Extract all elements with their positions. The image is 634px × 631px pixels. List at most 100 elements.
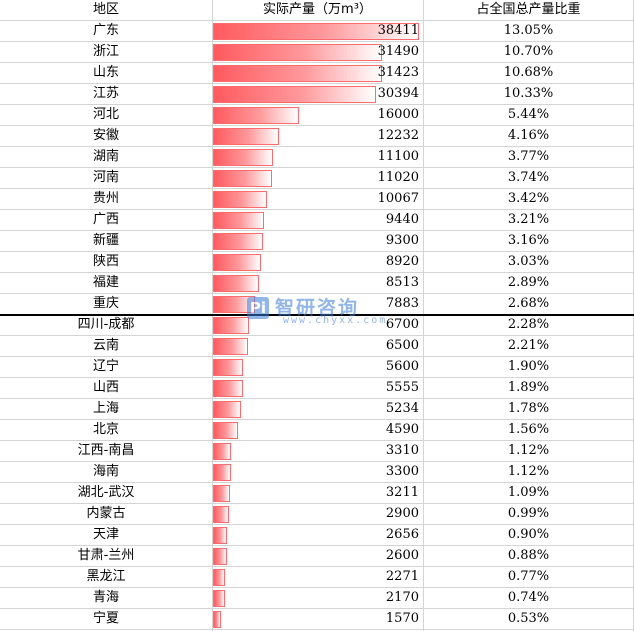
output-value-cell: 11020 xyxy=(377,170,419,185)
region-cell: 江苏 xyxy=(92,86,119,101)
output-value-cell: 9300 xyxy=(385,233,419,248)
grid-line-horizontal xyxy=(0,545,634,546)
share-cell: 3.42% xyxy=(507,191,550,206)
output-bar xyxy=(213,569,225,586)
region-cell: 贵州 xyxy=(92,191,119,206)
output-bar xyxy=(213,464,231,481)
share-cell: 4.16% xyxy=(507,128,550,143)
grid-line-horizontal xyxy=(0,587,634,588)
output-bar xyxy=(213,275,259,292)
share-cell: 2.28% xyxy=(507,317,550,332)
grid-line-horizontal xyxy=(0,524,634,525)
output-bar xyxy=(213,107,299,124)
share-cell: 10.68% xyxy=(503,65,554,80)
output-bar xyxy=(213,338,248,355)
output-value-cell: 11100 xyxy=(377,149,419,164)
grid-line-horizontal xyxy=(0,272,634,273)
output-bar xyxy=(213,254,261,271)
grid-line-horizontal xyxy=(0,41,634,42)
region-cell: 宁夏 xyxy=(92,611,119,626)
grid-line-horizontal xyxy=(0,377,634,378)
output-value-cell: 30394 xyxy=(377,86,419,101)
output-value-cell: 38411 xyxy=(377,23,419,38)
share-cell: 3.16% xyxy=(507,233,550,248)
output-value-cell: 2656 xyxy=(385,527,419,542)
output-bar xyxy=(213,149,273,166)
region-cell: 浙江 xyxy=(92,44,119,59)
output-value-cell: 5234 xyxy=(385,401,419,416)
region-cell: 河南 xyxy=(92,170,119,185)
grid-line-horizontal xyxy=(0,629,634,630)
share-cell: 3.21% xyxy=(507,212,550,227)
output-value-cell: 31490 xyxy=(377,44,419,59)
region-cell: 湖南 xyxy=(92,149,119,164)
output-value-cell: 8920 xyxy=(385,254,419,269)
region-cell: 陕西 xyxy=(92,254,119,269)
grid-line-horizontal xyxy=(0,83,634,84)
region-cell: 辽宁 xyxy=(92,359,119,374)
region-cell: 重庆 xyxy=(92,296,119,311)
grid-line-horizontal xyxy=(0,503,634,504)
region-cell: 山西 xyxy=(92,380,119,395)
share-cell: 3.77% xyxy=(507,149,550,164)
region-cell: 北京 xyxy=(92,422,119,437)
output-value-cell: 8513 xyxy=(385,275,419,290)
region-cell: 福建 xyxy=(92,275,119,290)
share-cell: 1.78% xyxy=(507,401,550,416)
grid-line-horizontal xyxy=(0,188,634,189)
output-value-cell: 10067 xyxy=(377,191,419,206)
share-cell: 0.88% xyxy=(507,548,550,563)
header-region: 地区 xyxy=(92,2,119,17)
grid-line-horizontal xyxy=(0,482,634,483)
share-cell: 10.33% xyxy=(503,86,554,101)
region-cell: 黑龙江 xyxy=(86,569,126,584)
row-separator xyxy=(0,314,634,316)
share-cell: 0.77% xyxy=(507,569,550,584)
region-cell: 内蒙古 xyxy=(86,506,126,521)
grid-line-horizontal xyxy=(0,209,634,210)
output-value-cell: 7883 xyxy=(385,296,419,311)
output-bar xyxy=(213,65,382,82)
output-value-cell: 1570 xyxy=(385,611,419,626)
region-cell: 青海 xyxy=(92,590,119,605)
header-share: 占全国总产量比重 xyxy=(476,2,581,17)
share-cell: 2.89% xyxy=(507,275,550,290)
grid-line-horizontal xyxy=(0,230,634,231)
region-cell: 河北 xyxy=(92,107,119,122)
region-cell: 海南 xyxy=(92,464,119,479)
share-cell: 1.90% xyxy=(507,359,550,374)
output-bar xyxy=(213,422,238,439)
share-cell: 13.05% xyxy=(503,23,554,38)
output-bar xyxy=(213,527,227,544)
region-cell: 山东 xyxy=(92,65,119,80)
output-value-cell: 9440 xyxy=(385,212,419,227)
grid-line-horizontal xyxy=(0,20,634,21)
output-bar xyxy=(213,128,279,145)
grid-line-horizontal xyxy=(0,167,634,168)
output-value-cell: 2170 xyxy=(385,590,419,605)
grid-line-horizontal xyxy=(0,608,634,609)
output-bar xyxy=(213,359,243,376)
output-value-cell: 6500 xyxy=(385,338,419,353)
region-cell: 江西-南昌 xyxy=(77,443,135,458)
share-cell: 0.74% xyxy=(507,590,550,605)
output-value-cell: 5555 xyxy=(385,380,419,395)
output-bar xyxy=(213,380,243,397)
output-value-cell: 12232 xyxy=(377,128,419,143)
output-bar xyxy=(213,317,249,334)
output-bar xyxy=(213,191,267,208)
grid-line-horizontal xyxy=(0,398,634,399)
share-cell: 0.99% xyxy=(507,506,550,521)
grid-line-horizontal xyxy=(0,566,634,567)
grid-line-horizontal xyxy=(0,104,634,105)
region-cell: 广西 xyxy=(92,212,119,227)
output-value-cell: 31423 xyxy=(377,65,419,80)
share-cell: 1.12% xyxy=(507,443,550,458)
output-value-cell: 3310 xyxy=(385,443,419,458)
header-output: 实际产量（万m³） xyxy=(263,2,372,17)
share-cell: 1.89% xyxy=(507,380,550,395)
grid-line-horizontal xyxy=(0,146,634,147)
grid-line-horizontal xyxy=(0,356,634,357)
share-cell: 1.09% xyxy=(507,485,550,500)
output-bar xyxy=(213,443,231,460)
